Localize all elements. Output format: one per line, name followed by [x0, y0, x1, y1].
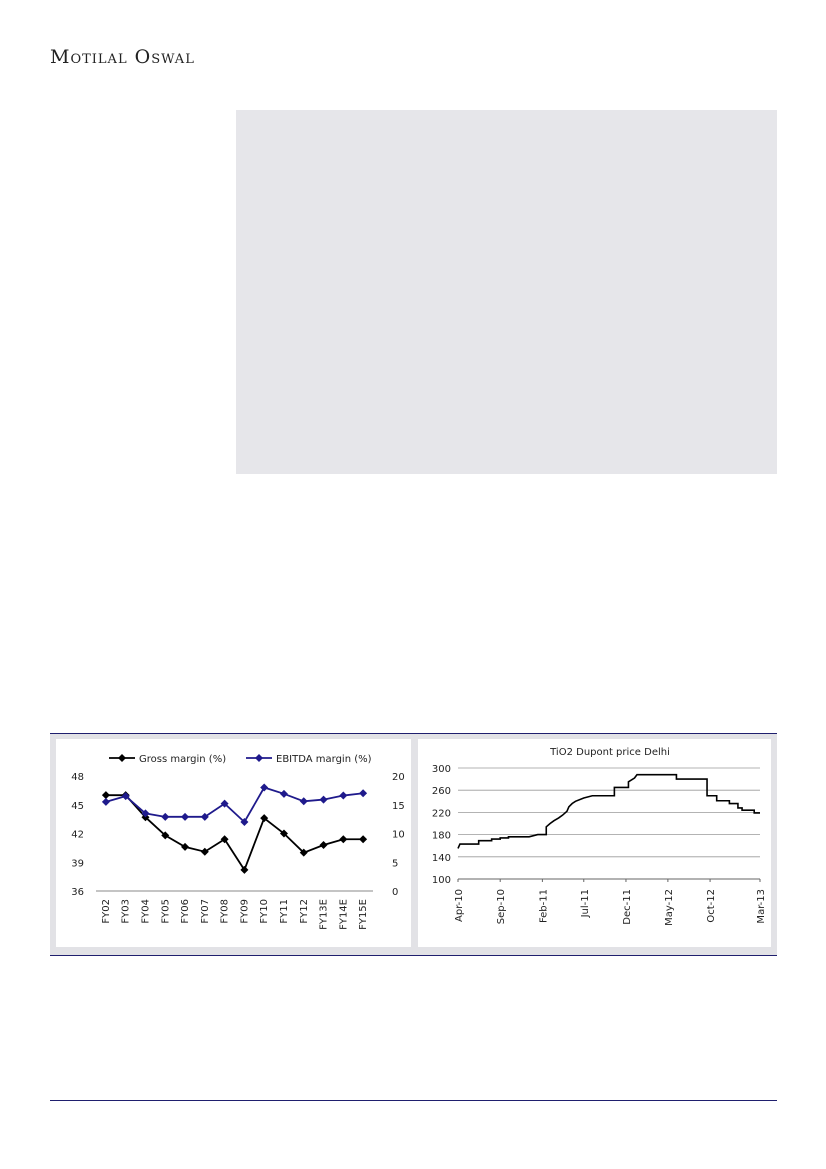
highlight-box: [236, 110, 777, 474]
x-tick-label: FY06: [180, 899, 191, 924]
price-line: [457, 773, 760, 849]
y-tick-label: 300: [432, 764, 451, 775]
y-left-tick-label: 39: [71, 858, 84, 869]
tio2-chart-panel: TiO2 Dupont price Delhi 100 140 180 220 260 30…: [418, 739, 771, 947]
data-point: [121, 792, 130, 801]
y-tick-label: 180: [432, 831, 451, 842]
x-tick-label: May-12: [664, 889, 675, 926]
y-tick-label: 100: [432, 875, 451, 886]
chart-title: TiO2 Dupont price Delhi: [549, 747, 670, 758]
margin-chart: 36 39 42 45 48 0 5 10 15 20 FY02 FY03 FY04 FY05 FY06 FY…: [71, 754, 405, 930]
data-point: [200, 847, 209, 856]
data-point: [299, 797, 308, 806]
y-right-tick-label: 5: [392, 858, 398, 869]
data-point: [181, 812, 190, 821]
x-tick-label: Mar-13: [756, 889, 767, 924]
data-point: [220, 799, 229, 808]
x-tick-label: Sep-10: [496, 889, 507, 924]
x-tick-label: FY14E: [338, 899, 349, 930]
data-point: [141, 809, 150, 818]
data-point: [359, 835, 368, 844]
x-tick-label: FY09: [239, 899, 250, 924]
margin-chart-panel: 36 39 42 45 48 0 5 10 15 20 FY02 FY03 FY04 FY05 FY06 FY…: [56, 739, 411, 947]
data-point: [359, 789, 368, 798]
data-point: [181, 842, 190, 851]
x-tick-label: FY04: [140, 899, 151, 924]
y-tick-label: 140: [432, 853, 451, 864]
chart-bottom-rule: [50, 955, 777, 956]
x-tick-label: Dec-11: [622, 889, 633, 925]
x-tick-label: FY11: [279, 899, 290, 924]
data-point: [220, 835, 229, 844]
data-point: [319, 841, 328, 849]
y-right-tick-label: 15: [392, 801, 405, 812]
data-point: [319, 795, 328, 804]
data-point: [161, 812, 170, 821]
x-tick-label: FY12: [299, 899, 310, 924]
data-point: [101, 791, 110, 800]
data-point: [299, 848, 308, 857]
y-tick-label: 260: [432, 786, 451, 797]
x-tick-label: FY03: [121, 899, 132, 924]
y-left-tick-label: 48: [71, 772, 84, 783]
x-tick-label: FY05: [160, 899, 171, 924]
y-tick-label: 220: [432, 808, 451, 819]
legend-swatch-marker: [255, 754, 263, 762]
footer-rule: [50, 1100, 777, 1101]
x-tick-label: Apr-10: [454, 889, 465, 922]
data-point: [240, 865, 249, 874]
y-right-tick-label: 20: [392, 772, 405, 783]
tio2-price-chart: TiO2 Dupont price Delhi 100 140 180 220 260 30…: [432, 747, 767, 926]
x-tick-label: FY07: [200, 899, 211, 924]
top-rule: [50, 733, 777, 734]
x-tick-label: FY15E: [358, 899, 369, 930]
data-point: [200, 812, 209, 821]
data-point: [279, 789, 288, 798]
data-point: [260, 814, 269, 823]
x-tick-label: FY13E: [319, 899, 330, 930]
data-point: [260, 783, 269, 792]
data-point: [279, 829, 288, 838]
y-left-tick-label: 36: [71, 887, 84, 898]
data-point: [339, 835, 348, 844]
x-tick-label: Oct-12: [706, 889, 717, 923]
x-tick-label: FY02: [101, 899, 112, 924]
legend-label: Gross margin (%): [139, 754, 226, 765]
series-line: [105, 794, 364, 872]
x-tick-label: FY08: [220, 899, 231, 924]
legend-label: EBITDA margin (%): [276, 754, 372, 765]
legend-swatch-marker: [118, 754, 126, 762]
data-point: [339, 791, 348, 800]
y-left-tick-label: 42: [71, 830, 84, 841]
brand-logo: Motilal Oswal: [50, 46, 195, 68]
data-point: [101, 797, 110, 806]
y-right-tick-label: 0: [392, 887, 398, 898]
y-right-tick-label: 10: [392, 830, 405, 841]
x-tick-label: Jul-11: [580, 889, 591, 918]
data-point: [161, 831, 170, 840]
y-left-tick-label: 45: [71, 801, 84, 812]
data-point: [240, 818, 249, 826]
x-tick-label: Feb-11: [538, 889, 549, 923]
x-tick-label: FY10: [259, 899, 270, 924]
